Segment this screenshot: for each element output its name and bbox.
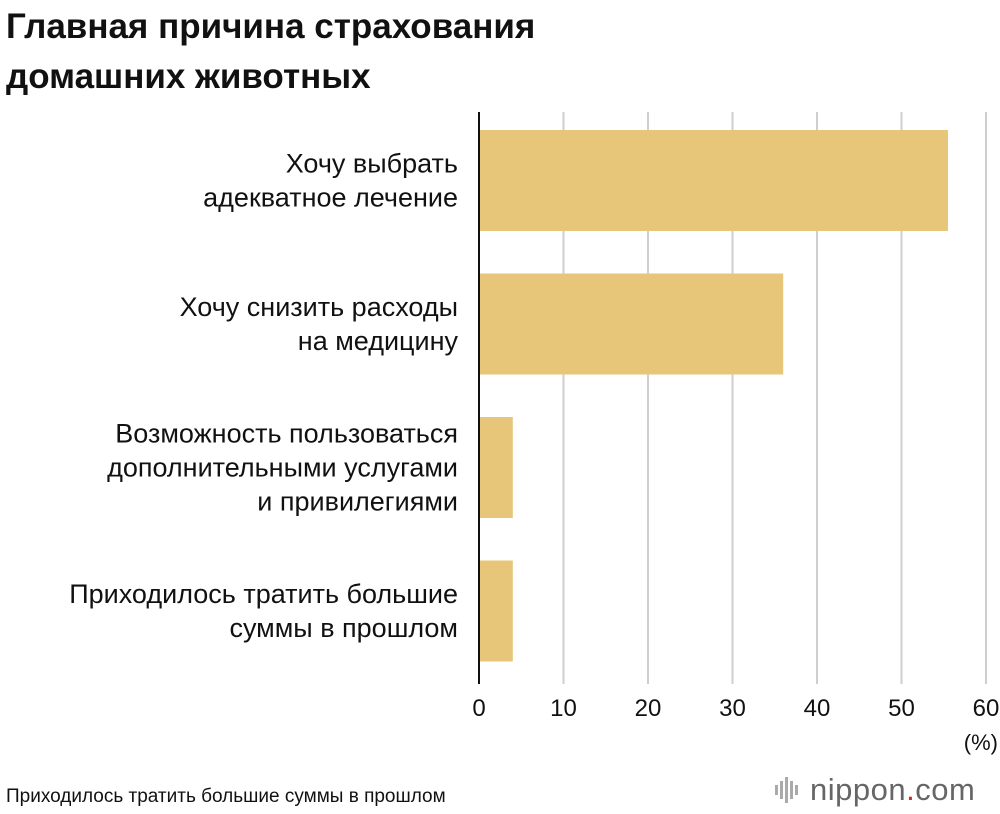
x-tick-label: 50 <box>888 695 915 722</box>
category-labels: Хочу выбрать адекватное лечение Хочу снизи… <box>69 149 458 644</box>
brand-logo: nippon.com <box>774 770 975 810</box>
category-label-line: адекватное лечение <box>203 183 458 213</box>
category-label: Возможность пользоваться дополнительными … <box>107 419 458 517</box>
x-tick-label: 10 <box>550 695 577 722</box>
category-label-line: дополнительными услугами <box>107 453 458 483</box>
brand-name: nippon <box>810 772 907 807</box>
bar <box>479 273 784 375</box>
chart-title-line-1: Главная причина страхования <box>6 7 536 46</box>
category-label-line: и привилегиями <box>257 487 458 517</box>
tick-labels: 0 10 20 30 40 50 60 <box>472 695 999 722</box>
category-label-line: Хочу выбрать <box>286 149 458 179</box>
x-tick-label: 30 <box>719 695 746 722</box>
category-label: Хочу выбрать адекватное лечение <box>203 149 458 213</box>
brand-text: nippon.com <box>810 772 975 808</box>
chart-bars <box>479 130 948 662</box>
category-label-line: Возможность пользоваться <box>115 419 458 449</box>
brand-dot: . <box>906 772 916 807</box>
bar <box>479 130 948 231</box>
chart-title-line-2: домашних животных <box>6 57 371 96</box>
nippon-logo-icon <box>775 777 798 803</box>
category-label-line: суммы в прошлом <box>229 613 458 643</box>
x-tick-label: 40 <box>804 695 831 722</box>
category-label: Приходилось тратить большие суммы в прошл… <box>69 579 458 643</box>
category-label-line: Приходилось тратить большие <box>69 579 458 609</box>
bar <box>479 560 513 662</box>
brand-tld: com <box>915 772 976 807</box>
bar <box>479 417 513 518</box>
footnote: Приходилось тратить большие суммы в прош… <box>6 786 446 807</box>
x-tick-label: 0 <box>472 695 485 722</box>
category-label-line: Хочу снизить расходы <box>180 292 458 322</box>
category-label-line: на медицину <box>298 326 459 356</box>
x-tick-label: 20 <box>635 695 662 722</box>
axis-unit-label: (%) <box>964 730 998 755</box>
chart-title: Главная причина страхования домашних жив… <box>6 2 706 102</box>
category-label: Хочу снизить расходы на медицину <box>180 292 459 356</box>
x-tick-label: 60 <box>973 695 1000 722</box>
bar-chart: Хочу выбрать адекватное лечение Хочу снизи… <box>69 112 999 755</box>
